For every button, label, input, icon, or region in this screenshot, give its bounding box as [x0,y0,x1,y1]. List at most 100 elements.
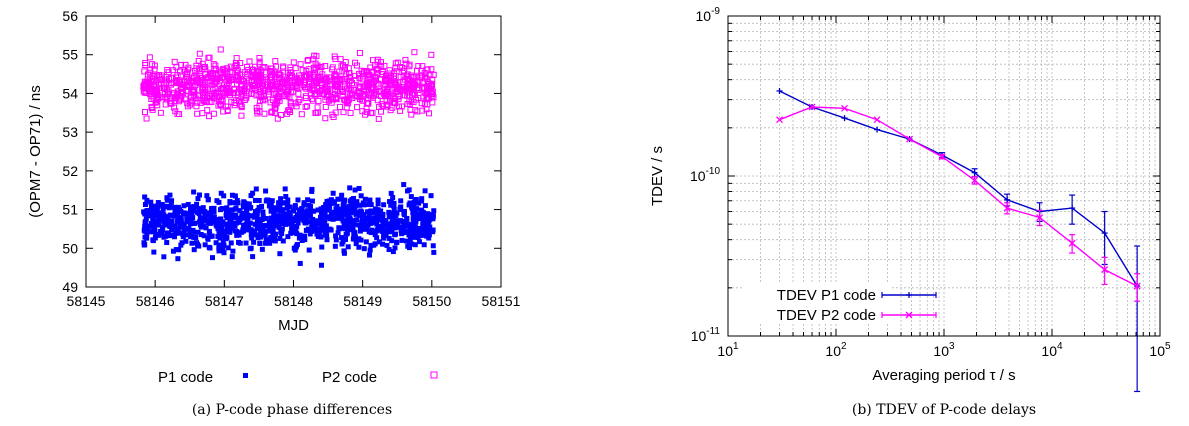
data-point [202,71,209,78]
data-point [142,202,148,208]
data-point [238,94,245,101]
data-point [299,206,305,212]
data-point [213,78,220,85]
data-point [411,210,417,216]
data-point [224,107,231,114]
data-point [272,235,278,241]
data-point [352,59,359,66]
data-point [343,231,349,237]
x-tick-label: 58146 [136,293,175,309]
data-point [214,198,220,204]
data-point [384,102,391,109]
data-point [340,109,347,116]
data-point [156,214,162,220]
data-point [396,224,402,230]
data-point [341,201,347,207]
data-point [294,241,300,247]
data-point [420,220,426,226]
data-point [276,224,282,230]
data-point [398,204,404,210]
data-point [269,198,275,204]
data-point [374,221,380,227]
data-point [335,80,342,87]
data-point [311,208,317,214]
data-point [290,59,297,66]
data-point [208,211,214,217]
data-point [378,71,385,78]
data-point [257,85,264,92]
data-point [194,110,201,117]
data-point [287,204,293,210]
legend-label-tdev-p1: TDEV P1 code [777,287,876,304]
data-point [196,80,203,87]
caption-b: (b) TDEV of P-code delays [852,402,1036,418]
data-point [263,216,269,222]
data-point [246,201,252,207]
data-point [189,240,195,246]
data-point [429,76,436,83]
data-point [285,107,292,114]
data-point [252,197,258,203]
data-point [419,78,426,85]
data-point [205,212,211,218]
series-tdev-p2 [776,103,1141,302]
data-point [379,214,385,220]
data-point [390,225,396,231]
data-point [189,97,196,104]
data-point [341,76,348,83]
data-point [206,228,212,234]
chart-b: 101 102 103 104 105 10-11 10-10 10-9 Averaging … [649,6,1171,418]
data-point [383,233,389,239]
data-point [227,229,233,235]
data-point [371,242,377,248]
data-point [386,77,393,84]
data-point [368,202,374,208]
data-point [181,203,187,209]
data-point [165,231,171,237]
data-point [196,50,203,57]
data-point [221,76,228,83]
data-point [235,231,241,237]
data-point [372,232,378,238]
data-point [167,223,173,229]
data-point [143,216,149,222]
data-point [159,210,165,216]
data-point [341,250,347,256]
data-point [341,83,348,90]
data-point [412,242,418,248]
data-point [141,68,148,75]
data-point [281,214,287,220]
data-point [178,221,184,227]
series-tdev-p1 [776,87,1141,393]
data-point [161,219,167,225]
data-point [313,53,320,60]
data-point [191,204,197,210]
data-point [167,192,173,198]
data-point [174,72,181,79]
data-point [375,115,382,122]
data-point [386,209,392,215]
data-point [360,97,367,104]
data-point [224,205,230,211]
data-point [280,207,286,213]
data-point [405,243,411,249]
data-point [280,63,287,70]
data-point [276,217,282,223]
data-point [202,87,209,94]
data-point [358,237,364,243]
data-point [224,215,230,221]
data-point [184,216,190,222]
data-point [188,234,194,240]
data-point [310,72,317,79]
data-point [406,187,412,193]
data-point [228,218,234,224]
data-point [183,232,189,238]
data-point [419,198,425,204]
data-point [142,211,148,217]
data-point [332,56,339,63]
data-point [367,197,373,203]
data-point [323,223,329,229]
data-point [210,110,217,117]
data-point [272,63,279,70]
data-point [151,249,157,255]
